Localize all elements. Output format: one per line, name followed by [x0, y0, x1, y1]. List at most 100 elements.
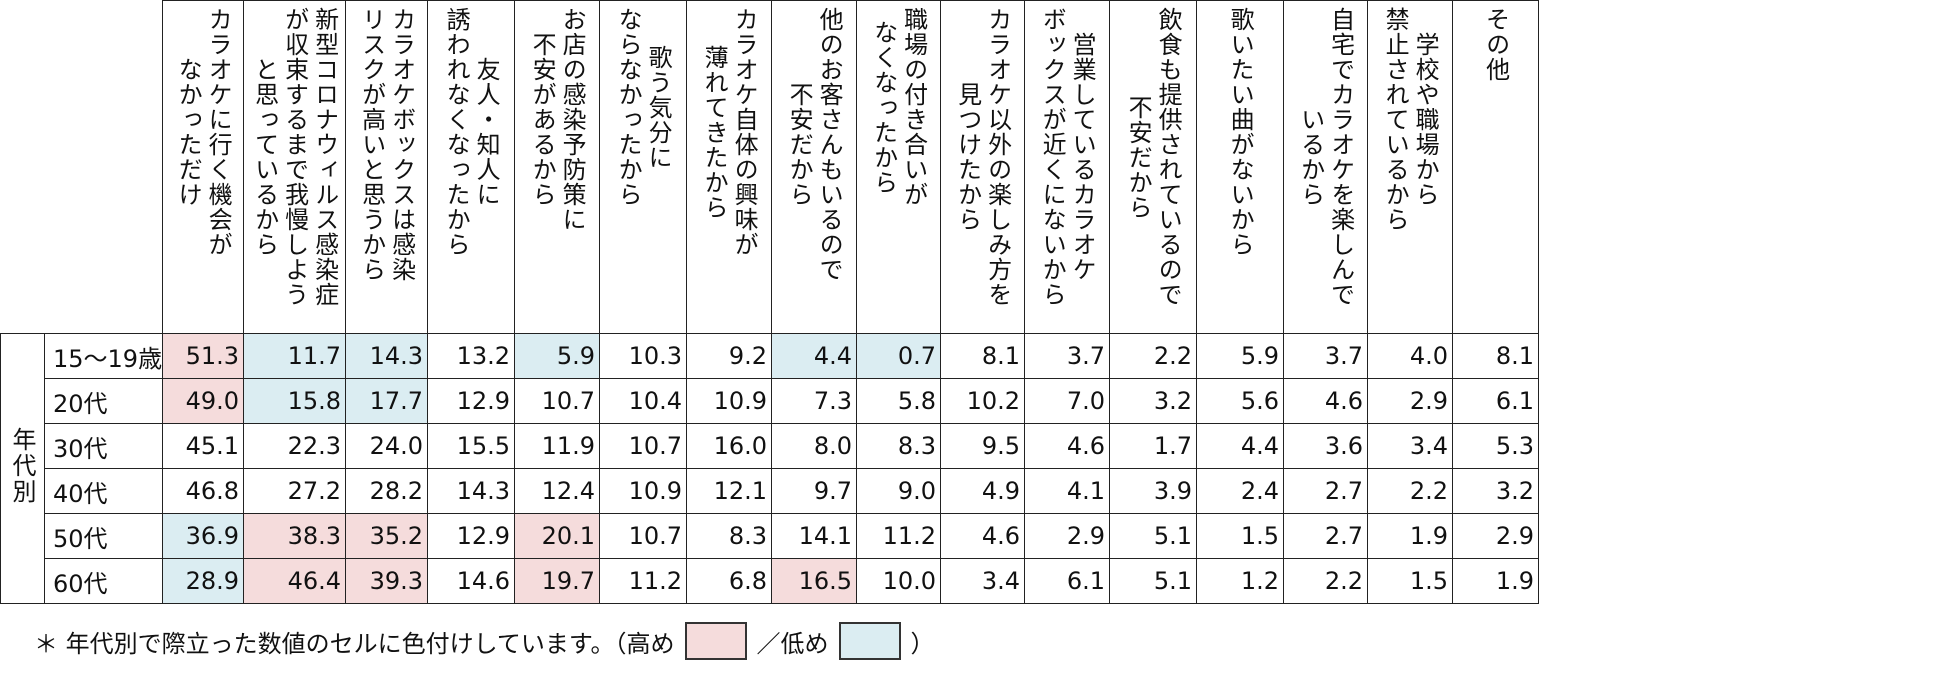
- table-row: 60代 28.9 46.4 39.3 14.6 19.7 11.2 6.8 16.5 10.0 3.…: [1, 558, 1540, 604]
- column-header-label: 友人・知人に 誘われなくなったから: [442, 7, 501, 257]
- data-cell: 24.0: [345, 423, 429, 469]
- data-cell: 8.3: [686, 513, 773, 559]
- data-cell: 28.9: [162, 558, 245, 604]
- data-cell: 5.1: [1109, 558, 1198, 604]
- column-header-label: 飲食も提供されているので 不安だから: [1124, 7, 1183, 307]
- data-cell: 10.9: [686, 378, 773, 424]
- data-cell: 5.9: [514, 333, 601, 379]
- row-label: 15〜19歳: [43, 333, 164, 379]
- data-cell: 14.6: [427, 558, 516, 604]
- column-header-label: その他: [1481, 7, 1510, 82]
- data-cell: 2.9: [1367, 378, 1454, 424]
- data-cell: 1.5: [1196, 513, 1285, 559]
- data-cell: 6.1: [1452, 378, 1540, 424]
- data-cell: 3.7: [1283, 333, 1369, 379]
- data-cell: 11.9: [514, 423, 601, 469]
- data-cell: 2.9: [1024, 513, 1111, 559]
- group-label-text: 年代別: [8, 426, 36, 505]
- column-header-label: 新型コロナウィルス感染症 が収束するまで我慢しよう と思っているから: [250, 7, 339, 307]
- footnote-suffix: ）: [910, 629, 935, 658]
- data-cell: 3.7: [1024, 333, 1111, 379]
- data-cell: 11.2: [856, 513, 942, 559]
- legend-high-swatch: [684, 622, 747, 660]
- data-cell: 3.6: [1283, 423, 1369, 469]
- data-cell: 1.7: [1109, 423, 1198, 469]
- data-cell: 3.4: [940, 558, 1026, 604]
- data-cell: 39.3: [345, 558, 429, 604]
- data-cell: 5.8: [856, 378, 942, 424]
- data-cell: 1.2: [1196, 558, 1285, 604]
- data-cell: 10.7: [599, 423, 688, 469]
- data-cell: 2.2: [1283, 558, 1369, 604]
- column-header: カラオケ自体の興味が 薄れてきたから: [686, 0, 773, 334]
- data-cell: 2.2: [1109, 333, 1198, 379]
- column-header-label: カラオケに行く機会が なかっただけ: [174, 7, 233, 257]
- data-cell: 45.1: [162, 423, 245, 469]
- table-row: 年代別 15〜19歳 51.3 11.7 14.3 13.2 5.9 10.3 9.2 4.4 0.…: [0, 333, 1540, 604]
- column-header: 職場の付き合いが なくなったから: [856, 0, 942, 334]
- data-cell: 7.0: [1024, 378, 1111, 424]
- data-cell: 9.0: [856, 468, 942, 514]
- data-cell: 10.4: [599, 378, 688, 424]
- column-header-label: 自宅でカラオケを楽しんで いるから: [1296, 7, 1355, 307]
- data-cell: 2.2: [1367, 468, 1454, 514]
- column-header: 自宅でカラオケを楽しんで いるから: [1283, 0, 1369, 334]
- data-cell: 12.9: [427, 378, 516, 424]
- data-cell: 3.4: [1367, 423, 1454, 469]
- column-header-label: カラオケ以外の楽しみ方を 見つけたから: [953, 7, 1012, 307]
- data-cell: 8.1: [1452, 333, 1540, 379]
- data-cell: 3.9: [1109, 468, 1198, 514]
- header-row: カラオケに行く機会が なかっただけ 新型コロナウィルス感染症 が収束するまで我慢しよう…: [0, 0, 1540, 334]
- data-cell: 15.5: [427, 423, 516, 469]
- row-label: 50代: [43, 513, 164, 559]
- data-cell: 4.4: [1196, 423, 1285, 469]
- data-cell: 4.0: [1367, 333, 1454, 379]
- column-header: 歌いたい曲がないから: [1196, 0, 1285, 334]
- data-cell: 46.4: [243, 558, 347, 604]
- data-cell: 17.7: [345, 378, 429, 424]
- data-cell: 1.9: [1367, 513, 1454, 559]
- data-cell: 3.2: [1452, 468, 1540, 514]
- data-cell: 4.6: [1024, 423, 1111, 469]
- footnote-prefix: ＊ 年代別で際立った数値のセルに色付けしています。（高め: [34, 629, 675, 658]
- data-cell: 46.8: [162, 468, 245, 514]
- row-label: 30代: [43, 423, 164, 469]
- column-header: カラオケに行く機会が なかっただけ: [162, 0, 245, 334]
- data-cell: 1.5: [1367, 558, 1454, 604]
- data-cell: 35.2: [345, 513, 429, 559]
- row-label: 60代: [43, 558, 164, 604]
- column-header: 友人・知人に 誘われなくなったから: [427, 0, 516, 334]
- column-header: 新型コロナウィルス感染症 が収束するまで我慢しよう と思っているから: [243, 0, 347, 334]
- data-cell: 6.8: [686, 558, 773, 604]
- data-cell: 5.3: [1452, 423, 1540, 469]
- data-cell: 16.5: [771, 558, 858, 604]
- footnote: ＊ 年代別で際立った数値のセルに色付けしています。（高め ／低め ）: [34, 622, 935, 660]
- data-cell: 22.3: [243, 423, 347, 469]
- column-header-label: 営業しているカラオケ ボックスが近くにないから: [1038, 7, 1097, 307]
- data-cell: 2.4: [1196, 468, 1285, 514]
- data-cell: 27.2: [243, 468, 347, 514]
- data-cell: 10.7: [514, 378, 601, 424]
- data-cell: 12.4: [514, 468, 601, 514]
- data-cell: 9.5: [940, 423, 1026, 469]
- data-cell: 11.7: [243, 333, 347, 379]
- data-cell: 49.0: [162, 378, 245, 424]
- column-header: カラオケ以外の楽しみ方を 見つけたから: [940, 0, 1026, 334]
- data-cell: 15.8: [243, 378, 347, 424]
- table-row: 30代 45.1 22.3 24.0 15.5 11.9 10.7 16.0 8.0 8.3 9.5…: [1, 423, 1540, 469]
- data-cell: 19.7: [514, 558, 601, 604]
- footnote-middle: ／低め: [756, 629, 829, 658]
- data-cell: 6.1: [1024, 558, 1111, 604]
- table-corner: [0, 0, 164, 334]
- data-cell: 10.0: [856, 558, 942, 604]
- data-cell: 3.2: [1109, 378, 1198, 424]
- data-cell: 4.9: [940, 468, 1026, 514]
- data-cell: 9.7: [771, 468, 858, 514]
- column-header: その他: [1452, 0, 1540, 334]
- data-cell: 0.7: [856, 333, 942, 379]
- column-header-label: 歌いたい曲がないから: [1226, 7, 1255, 257]
- table-row: 40代 46.8 27.2 28.2 14.3 12.4 10.9 12.1 9.7 9.0 4.9…: [1, 468, 1540, 514]
- data-cell: 4.1: [1024, 468, 1111, 514]
- table-body: 年代別 15〜19歳 51.3 11.7 14.3 13.2 5.9 10.3 9.2 4.4 0.…: [0, 333, 1540, 604]
- data-cell: 36.9: [162, 513, 245, 559]
